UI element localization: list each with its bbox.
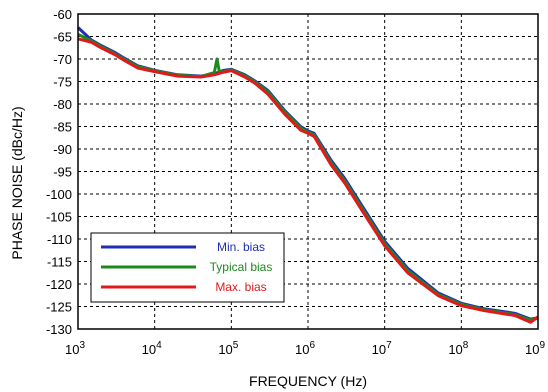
y-tick-label: -130 bbox=[46, 322, 72, 337]
legend-label: Min. bias bbox=[217, 240, 265, 254]
x-tick-label: 107 bbox=[372, 340, 392, 357]
x-tick-label: 109 bbox=[525, 340, 545, 357]
y-tick-label: -110 bbox=[47, 232, 72, 247]
plot-frame bbox=[77, 13, 539, 330]
legend-label: Max. bias bbox=[215, 280, 266, 294]
x-tick-label: 104 bbox=[142, 340, 162, 357]
x-axis-title: FREQUENCY (Hz) bbox=[249, 373, 367, 389]
y-tick-label: -105 bbox=[46, 210, 72, 225]
y-tick-label: -60 bbox=[53, 7, 72, 22]
x-tick-label: 105 bbox=[218, 340, 238, 357]
x-tick-labels: 103 104 105 106 107 108 109 bbox=[65, 340, 545, 357]
y-tick-label: -120 bbox=[46, 277, 72, 292]
x-tick-label: 106 bbox=[295, 340, 315, 357]
y-tick-label: -65 bbox=[53, 30, 72, 45]
legend: Min. bias Typical bias Max. bias bbox=[90, 232, 285, 303]
y-tick-labels: -60 -65 -70 -75 -80 -85 -90 -95 -100 -105 -110 -115… bbox=[46, 7, 72, 337]
x-tick-label: 108 bbox=[448, 340, 468, 357]
series-lines bbox=[76, 26, 539, 324]
x-tick-label: 103 bbox=[65, 340, 85, 357]
y-tick-label: -100 bbox=[46, 187, 72, 202]
y-tick-label: -70 bbox=[53, 52, 72, 67]
y-axis-title: PHASE NOISE (dBc/Hz) bbox=[9, 106, 25, 259]
y-tick-label: -95 bbox=[53, 165, 72, 180]
y-tick-label: -115 bbox=[47, 255, 72, 270]
y-tick-label: -75 bbox=[53, 75, 72, 90]
legend-label: Typical bias bbox=[210, 260, 273, 274]
y-tick-label: -125 bbox=[46, 300, 72, 315]
y-tick-label: -80 bbox=[53, 97, 72, 112]
series-line bbox=[77, 37, 539, 324]
y-tick-label: -90 bbox=[53, 142, 72, 157]
y-tick-label: -85 bbox=[53, 120, 72, 135]
